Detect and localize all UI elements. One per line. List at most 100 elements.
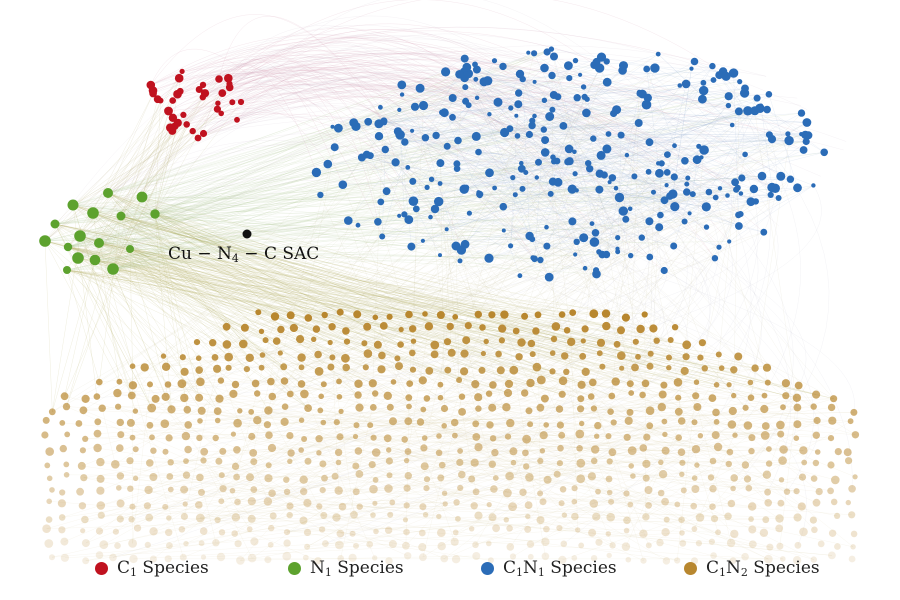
c1n1-species-node <box>738 191 744 196</box>
c1n2-species-node <box>263 421 271 429</box>
c1n2-species-node <box>63 461 70 468</box>
c1n2-species-node <box>527 553 534 560</box>
network-edge <box>107 75 553 194</box>
c1n2-species-node <box>557 444 564 452</box>
c1n2-species-node <box>406 403 412 410</box>
network-edge <box>569 160 751 202</box>
network-edge <box>581 112 733 424</box>
network-edge <box>313 221 379 340</box>
network-edge <box>378 136 432 180</box>
c1n2-species-node <box>231 513 241 522</box>
c1n1-species-node <box>501 228 506 233</box>
c1n2-species-node <box>636 324 645 334</box>
c1n1-species-node <box>572 57 579 64</box>
network-edge <box>694 407 746 529</box>
network-edge <box>54 223 320 372</box>
c1n1-species-node <box>645 168 652 175</box>
c1n2-species-node <box>759 528 769 537</box>
c1-species-node <box>194 134 202 142</box>
c1n2-species-node <box>743 421 753 430</box>
c1n1-species-node <box>572 171 578 177</box>
network-edge <box>99 215 122 383</box>
network-edge <box>229 0 713 88</box>
network-edge <box>585 371 644 561</box>
network-edge <box>185 340 657 462</box>
network-edge <box>120 215 768 383</box>
network-edge <box>94 97 453 261</box>
network-edge <box>604 174 707 228</box>
c1n2-species-node <box>250 537 259 546</box>
network-edge <box>204 83 716 198</box>
c1n2-species-node <box>730 529 739 539</box>
c1n2-species-node <box>452 314 459 320</box>
network-edge <box>177 26 713 95</box>
network-edge <box>370 155 665 201</box>
network-edge <box>98 242 797 399</box>
network-edge <box>550 83 687 195</box>
network-edge <box>92 81 740 214</box>
c1n2-species-node <box>760 404 769 414</box>
c1n2-species-node <box>563 327 571 334</box>
c1n1-species-node <box>658 160 665 167</box>
legend: C1 Species N1 Species C1N1 Species C1N2 … <box>0 558 900 586</box>
c1n2-species-node <box>595 538 603 546</box>
c1n1-species-node <box>472 65 481 74</box>
network-edge <box>553 56 603 255</box>
network-edge <box>501 174 605 329</box>
network-edge <box>634 175 763 368</box>
c1n2-species-node <box>709 485 717 493</box>
network-edge <box>44 226 547 242</box>
network-edge <box>236 38 627 120</box>
c1n1-species-node <box>487 112 492 117</box>
network-edge <box>372 383 667 562</box>
c1n2-species-node <box>666 354 672 361</box>
network-edge <box>272 201 756 397</box>
network-edge <box>630 92 640 384</box>
network-edge <box>197 74 530 139</box>
network-edge <box>537 254 607 315</box>
c1n2-species-node <box>109 553 117 562</box>
c1n2-species-node <box>416 418 425 426</box>
network-edge <box>237 436 356 503</box>
c1n2-species-node <box>830 395 838 403</box>
c1n1-species-node <box>582 265 588 271</box>
network-edge <box>203 460 253 559</box>
c1n2-species-node <box>314 350 322 359</box>
network-edge <box>72 135 437 206</box>
network-edge <box>152 72 600 190</box>
c1n2-species-node <box>298 447 305 453</box>
c1n1-species-node <box>454 136 462 145</box>
c1n2-species-node <box>230 431 236 437</box>
c1n1-species-node <box>568 217 577 226</box>
c1n2-species-node <box>246 526 253 532</box>
network-edge <box>44 127 171 242</box>
network-edge <box>94 259 426 315</box>
network-edge <box>532 354 613 546</box>
network-edge <box>112 99 158 270</box>
network-edge <box>414 106 479 398</box>
c1n2-species-node <box>627 501 634 508</box>
c1n1-species-node <box>716 244 722 250</box>
c1n1-species-node <box>712 194 719 201</box>
c1n2-species-node <box>661 497 669 506</box>
network-edge <box>249 476 269 479</box>
network-edge <box>62 407 832 518</box>
network-edge <box>434 208 530 237</box>
c1n1-species-node <box>690 57 699 66</box>
c1n2-species-node <box>470 502 478 510</box>
c1n1-species-node <box>573 94 581 102</box>
network-edge <box>154 213 618 345</box>
n1-species-node <box>72 252 84 264</box>
network-edge <box>320 410 797 492</box>
network-edge <box>476 69 804 151</box>
c1n1-species-node <box>517 164 526 173</box>
c1n1-species-node <box>443 142 451 150</box>
network-edge <box>255 111 740 384</box>
c1n2-species-node <box>76 487 84 496</box>
network-edge <box>99 338 555 383</box>
network-edge <box>203 84 657 189</box>
network-edge <box>380 107 626 220</box>
c1n2-species-node <box>458 470 466 479</box>
network-edge <box>66 215 122 407</box>
c1n2-species-node <box>404 417 413 426</box>
